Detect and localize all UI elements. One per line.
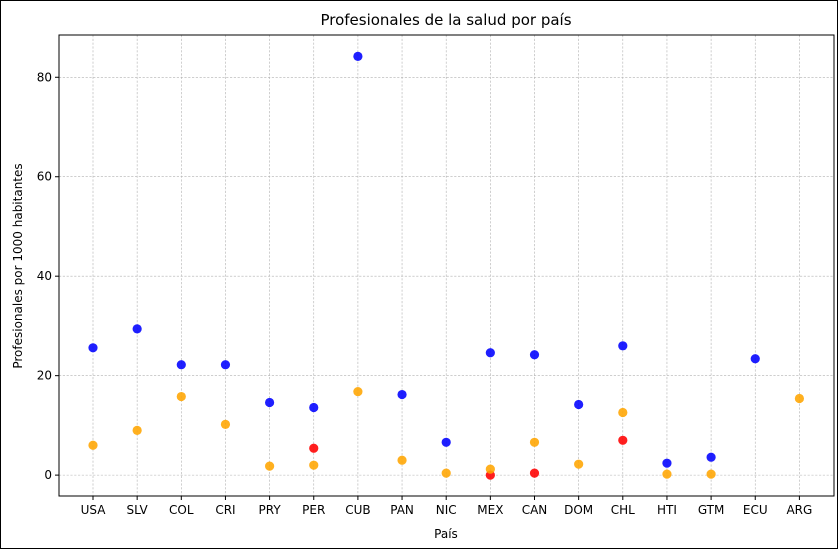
data-point bbox=[529, 468, 540, 478]
x-tick-label: CAN bbox=[522, 503, 548, 517]
x-tick-label: NIC bbox=[436, 503, 457, 517]
x-axis-label: País bbox=[434, 527, 458, 541]
data-point bbox=[132, 425, 142, 435]
data-point bbox=[529, 350, 540, 360]
data-point bbox=[441, 468, 451, 478]
data-point bbox=[441, 437, 451, 447]
x-tick-label: HTI bbox=[657, 503, 677, 517]
data-point bbox=[265, 397, 275, 408]
data-point bbox=[706, 452, 716, 462]
data-point bbox=[353, 386, 363, 397]
y-tick-label: 0 bbox=[44, 468, 52, 482]
x-tick-label: ARG bbox=[786, 503, 812, 517]
y-tick-label: 80 bbox=[37, 70, 52, 84]
x-axis-ticks: USA SLV COL CRI PRY PER CUB PAN NIC MEX CAN DOM CHL H… bbox=[81, 496, 812, 517]
data-point bbox=[574, 399, 584, 410]
x-tick-label: CHL bbox=[611, 503, 635, 517]
x-tick-label: CUB bbox=[345, 503, 370, 517]
data-point bbox=[132, 324, 142, 334]
x-tick-label: COL bbox=[169, 503, 194, 517]
data-point bbox=[309, 460, 319, 470]
data-point bbox=[750, 354, 760, 364]
x-tick-label: SLV bbox=[127, 503, 149, 517]
data-point bbox=[618, 407, 628, 418]
grid bbox=[59, 35, 834, 496]
data-point bbox=[794, 393, 805, 404]
y-axis-label: Profesionales por 1000 habitantes bbox=[11, 163, 25, 368]
data-point bbox=[88, 343, 98, 353]
x-tick-label: CRI bbox=[215, 503, 235, 517]
x-tick-label: DOM bbox=[564, 503, 593, 517]
data-point bbox=[176, 360, 186, 370]
data-point bbox=[397, 455, 407, 465]
data-point bbox=[353, 51, 363, 61]
x-tick-label: USA bbox=[81, 503, 107, 517]
x-tick-label: ECU bbox=[743, 503, 768, 517]
data-points bbox=[88, 51, 805, 480]
y-tick-label: 20 bbox=[37, 369, 52, 383]
data-point bbox=[485, 348, 495, 358]
data-point bbox=[397, 389, 407, 400]
data-point bbox=[265, 461, 275, 471]
data-point bbox=[618, 341, 628, 351]
x-tick-label: GTM bbox=[698, 503, 725, 517]
data-point bbox=[706, 469, 716, 479]
data-point bbox=[485, 464, 495, 474]
x-tick-label: PAN bbox=[390, 503, 414, 517]
data-point bbox=[309, 443, 319, 453]
data-point bbox=[574, 459, 584, 469]
data-point bbox=[176, 391, 186, 402]
data-point bbox=[309, 402, 319, 413]
data-point bbox=[88, 440, 98, 450]
data-point bbox=[220, 360, 231, 370]
data-point bbox=[220, 419, 231, 429]
chart-title: Profesionales de la salud por país bbox=[320, 11, 571, 29]
x-tick-label: PER bbox=[302, 503, 325, 517]
y-tick-label: 60 bbox=[37, 170, 52, 184]
y-axis-ticks: 0 20 40 60 80 bbox=[37, 70, 59, 482]
data-point bbox=[662, 469, 672, 479]
data-point bbox=[529, 437, 540, 447]
data-point bbox=[662, 458, 672, 468]
x-tick-label: MEX bbox=[477, 503, 503, 517]
x-tick-label: PRY bbox=[259, 503, 282, 517]
data-point bbox=[618, 435, 628, 445]
y-tick-label: 40 bbox=[37, 269, 52, 283]
